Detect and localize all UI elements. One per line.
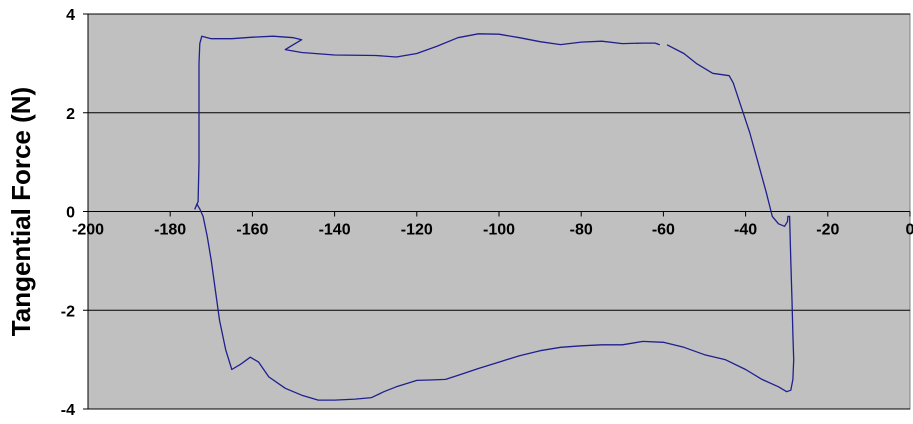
y-tick-label: -2 bbox=[61, 303, 75, 320]
x-tick-label: 0 bbox=[906, 222, 913, 239]
x-tick-label: -40 bbox=[734, 222, 757, 239]
series-line bbox=[196, 44, 795, 401]
x-tick-label: -60 bbox=[652, 222, 675, 239]
y-tick-label: -4 bbox=[61, 402, 75, 419]
x-tick-label: -200 bbox=[72, 222, 104, 239]
series-group bbox=[194, 33, 795, 401]
x-tick-label: -180 bbox=[154, 222, 186, 239]
x-tick-label: -20 bbox=[816, 222, 839, 239]
y-tick-labels: -4 -2 0 2 4 bbox=[61, 7, 75, 419]
y-tick-label: 2 bbox=[66, 106, 75, 123]
y-axis-title: Tangential Force (N) bbox=[6, 87, 36, 336]
y-tick-label: 0 bbox=[66, 205, 75, 222]
grid-lines bbox=[88, 13, 910, 410]
series-line bbox=[194, 33, 660, 210]
x-tick-label: -140 bbox=[319, 222, 351, 239]
x-tick-label: -160 bbox=[236, 222, 268, 239]
x-tick-label: -80 bbox=[570, 222, 593, 239]
x-tick-label: -120 bbox=[401, 222, 433, 239]
axes bbox=[83, 13, 911, 410]
x-tick-labels: -200 -180 -160 -140 -120 -100 -80 -60 -40 -20 0 bbox=[72, 222, 913, 239]
y-tick-label: 4 bbox=[66, 7, 75, 24]
x-tick-label: -100 bbox=[483, 222, 515, 239]
